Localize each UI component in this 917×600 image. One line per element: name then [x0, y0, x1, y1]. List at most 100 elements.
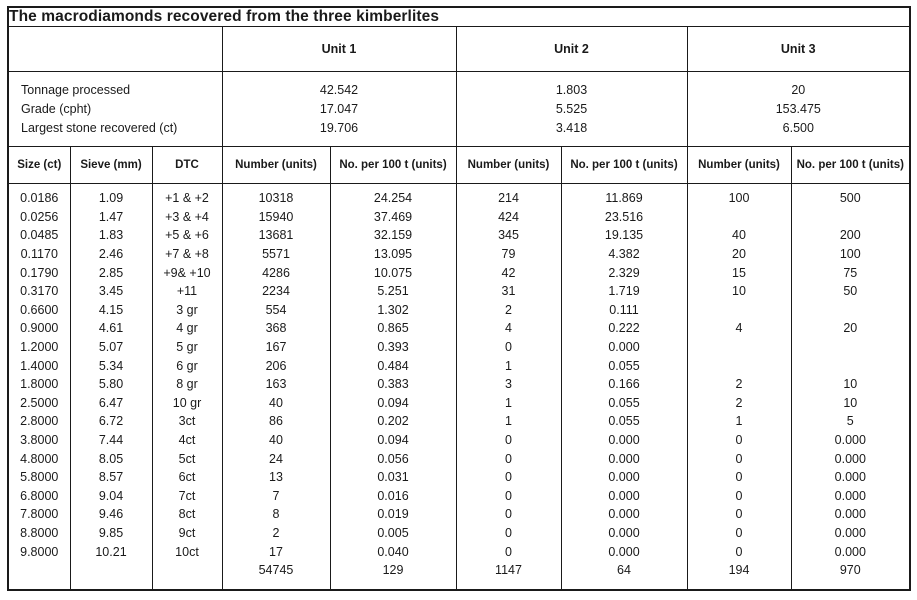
data-cell: 1.302: [329, 300, 457, 320]
data-cell: 0.0186: [7, 183, 71, 208]
data-cell: +5 & +6: [151, 226, 223, 245]
data-cell: 4: [686, 319, 792, 338]
column-header: Number (units): [686, 146, 792, 184]
column-header: Size (ct): [7, 146, 71, 184]
data-cell: 5.251: [329, 281, 457, 301]
data-cell: 6.47: [69, 393, 153, 413]
data-cell: 10: [790, 393, 911, 413]
data-cell: 8.8000: [7, 523, 71, 543]
data-cell: 0.000: [560, 542, 688, 561]
data-cell: 2: [455, 300, 562, 320]
data-cell: 2234: [221, 281, 331, 301]
data-cell: 50: [790, 281, 911, 301]
data-cell: 1: [686, 412, 792, 431]
data-cell: 0: [686, 542, 792, 561]
table-row: 6.8000 9.04 7ct 7 0.016 0 0.000 0 0.000: [7, 486, 911, 506]
data-cell: 10.075: [329, 263, 457, 282]
data-cell: 9.85: [69, 523, 153, 543]
data-cell: 0.094: [329, 393, 457, 413]
data-cell: 1.719: [560, 281, 688, 301]
data-cell: 1.09: [69, 183, 153, 208]
data-cell: 100: [790, 244, 911, 264]
data-cell: 7.44: [69, 430, 153, 450]
column-header: No. per 100 t (units): [329, 146, 457, 184]
column-header-row: Size (ct) Sieve (mm) DTC Number (units) No. …: [7, 146, 911, 184]
table-row: 0.9000 4.61 4 gr 368 0.865 4 0.222 4 20: [7, 319, 911, 338]
total-cell: 64: [560, 560, 688, 591]
data-cell: 0.6600: [7, 300, 71, 320]
data-cell: 2: [221, 523, 331, 543]
unit-header-row: Unit 1 Unit 2 Unit 3: [7, 26, 911, 72]
data-cell: 24: [221, 449, 331, 468]
data-cell: 2: [686, 374, 792, 394]
data-cell: 15940: [221, 207, 331, 227]
data-cell: +3 & +4: [151, 207, 223, 227]
data-cell: 13.095: [329, 244, 457, 264]
data-cell: 0.055: [560, 393, 688, 413]
data-cell: 9.46: [69, 505, 153, 524]
data-cell: 3.8000: [7, 430, 71, 450]
total-cell: [151, 560, 223, 591]
data-cell: 5.8000: [7, 467, 71, 487]
data-cell: [790, 337, 911, 357]
data-cell: 7ct: [151, 486, 223, 506]
data-cell: 0.1790: [7, 263, 71, 282]
data-cell: 24.254: [329, 183, 457, 208]
data-cell: 1: [455, 412, 562, 431]
table-row: 7.8000 9.46 8ct 8 0.019 0 0.000 0 0.000: [7, 505, 911, 524]
data-cell: 5.80: [69, 374, 153, 394]
data-cell: 1.47: [69, 207, 153, 227]
unit-2-largest-stone: 3.418: [555, 120, 588, 135]
data-cell: [790, 356, 911, 375]
data-cell: 0.000: [560, 467, 688, 487]
data-cell: 0.000: [790, 449, 911, 468]
unit-1-tonnage: 42.542: [319, 82, 359, 97]
data-cell: +11: [151, 281, 223, 301]
unit-3-header: Unit 3: [686, 26, 911, 72]
table-title: The macrodiamonds recovered from the thr…: [7, 6, 911, 27]
unit-3-summary: 20 153.475 6.500: [686, 71, 911, 147]
data-cell: 0.166: [560, 374, 688, 394]
data-cell: 40: [686, 226, 792, 245]
data-cell: 2.8000: [7, 412, 71, 431]
data-cell: 0: [686, 449, 792, 468]
unit-2-tonnage: 1.803: [555, 82, 588, 97]
data-cell: 0: [455, 467, 562, 487]
data-cell: 0.016: [329, 486, 457, 506]
data-cell: 0.000: [790, 523, 911, 543]
data-cell: 0.055: [560, 412, 688, 431]
table-row: 0.0186 1.09 +1 & +2 10318 24.254 214 11.869 100…: [7, 183, 911, 208]
data-cell: 5 gr: [151, 337, 223, 357]
data-cell: 0.000: [790, 467, 911, 487]
data-cell: 0.094: [329, 430, 457, 450]
data-cell: [686, 356, 792, 375]
data-cell: 0.393: [329, 337, 457, 357]
data-cell: 0.111: [560, 300, 688, 320]
data-cell: 0: [455, 486, 562, 506]
data-cell: 1.83: [69, 226, 153, 245]
data-cell: 4.382: [560, 244, 688, 264]
data-cell: 0.865: [329, 319, 457, 338]
total-cell: 194: [686, 560, 792, 591]
table-row: 5.8000 8.57 6ct 13 0.031 0 0.000 0 0.000: [7, 467, 911, 487]
unit-3-largest-stone: 6.500: [782, 120, 814, 135]
table-row: 0.1170 2.46 +7 & +8 5571 13.095 79 4.382 20 100: [7, 244, 911, 264]
data-cell: [790, 207, 911, 227]
summary-label-largest-stone: Largest stone recovered (ct): [21, 120, 178, 135]
data-cell: +9& +10: [151, 263, 223, 282]
table-row: 3.8000 7.44 4ct 40 0.094 0 0.000 0 0.000: [7, 430, 911, 450]
data-cell: 1.8000: [7, 374, 71, 394]
data-cell: 0.000: [560, 486, 688, 506]
data-cell: +7 & +8: [151, 244, 223, 264]
data-cell: 5.34: [69, 356, 153, 375]
data-cell: 5.07: [69, 337, 153, 357]
unit-3-grade: 153.475: [775, 101, 821, 116]
data-cell: [686, 300, 792, 320]
data-cell: 0.000: [560, 523, 688, 543]
data-cell: 37.469: [329, 207, 457, 227]
data-cell: 9.04: [69, 486, 153, 506]
data-cell: 3: [455, 374, 562, 394]
data-cell: 2.329: [560, 263, 688, 282]
data-cell: 10318: [221, 183, 331, 208]
data-cell: 200: [790, 226, 911, 245]
